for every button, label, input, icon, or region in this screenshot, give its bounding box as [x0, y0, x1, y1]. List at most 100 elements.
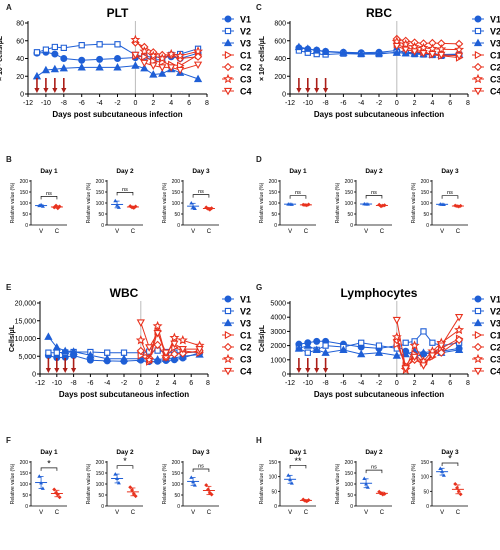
x-tick-label: 8: [466, 100, 470, 107]
y-tick-label: 0: [282, 92, 286, 99]
legend-item-V1: V1: [472, 15, 500, 25]
data-point: [189, 201, 194, 205]
data-point: [392, 42, 401, 51]
data-point: [306, 202, 311, 207]
group-V: [187, 475, 200, 487]
y-tick-label: 20: [16, 74, 24, 81]
y-tick-label: 100: [96, 201, 105, 207]
y-tick-label: 0: [101, 223, 104, 229]
data-point: [37, 474, 42, 478]
legend: V1 V2 V3 C1 C2 C3 C4: [222, 295, 252, 377]
group-C: [50, 203, 63, 211]
x-tick-label: C: [55, 510, 60, 516]
dotplot-H-day1: Day 1 0 50 100 150 V C Relative value (%) **: [259, 449, 316, 516]
y-tick-label: 50: [347, 212, 353, 218]
data-point: [410, 48, 419, 56]
dotplot-title: Day 2: [365, 449, 383, 456]
y-axis-title: Relative value (%): [162, 182, 168, 223]
data-point: [454, 52, 464, 61]
significance-bracket: *: [116, 456, 134, 469]
x-tick-label: -10: [41, 100, 51, 107]
y-tick-label: 0: [25, 504, 28, 510]
y-tick-label: 100: [20, 482, 29, 488]
dotplot-title: Day 3: [192, 168, 210, 175]
arrow-head: [62, 368, 68, 373]
y-tick-label: 0: [274, 223, 277, 229]
y-axis-title: Relative value (%): [411, 182, 417, 223]
data-point: [321, 47, 330, 55]
data-point: [358, 339, 365, 346]
data-point: [365, 202, 370, 206]
data-point: [357, 349, 366, 358]
data-point: [374, 48, 384, 57]
data-point: [286, 473, 291, 477]
x-tick-label: V: [364, 510, 368, 516]
y-tick-label: 150: [345, 190, 354, 196]
bracket-line: [365, 469, 383, 474]
data-point: [45, 349, 52, 356]
data-point: [304, 349, 311, 356]
y-tick-label: 3000: [270, 329, 286, 336]
significance-bracket: ns: [192, 464, 210, 472]
legend-marker: [223, 342, 233, 352]
legend-marker: [224, 27, 232, 35]
x-tick-label: V: [39, 229, 43, 235]
data-point: [321, 348, 330, 356]
dotplot-title: Day 3: [192, 449, 210, 456]
injection-arrow: [314, 78, 320, 93]
y-tick-label: 800: [274, 21, 286, 28]
x-tick-label: 6: [448, 380, 452, 387]
data-point: [114, 41, 121, 48]
significance-label: ns: [198, 189, 204, 195]
dotplot-title: Day 1: [289, 449, 307, 456]
data-point: [294, 42, 304, 51]
x-tick-label: V: [115, 229, 119, 235]
data-point: [113, 198, 118, 203]
legend-item-C1: C1: [472, 51, 500, 61]
y-tick-label: 0: [350, 504, 353, 510]
injection-arrow: [305, 358, 311, 373]
y-tick-label: 200: [96, 179, 105, 185]
data-point: [454, 44, 465, 54]
significance-label: *: [47, 458, 51, 468]
group-C: [299, 202, 312, 208]
legend-marker: [224, 50, 233, 60]
data-point: [113, 54, 121, 62]
data-point: [57, 204, 62, 209]
legend-label: C4: [240, 87, 252, 97]
data-point: [419, 362, 428, 370]
arrow-head: [71, 368, 77, 373]
y-tick-label: 50: [22, 212, 28, 218]
legend-label: V2: [490, 27, 500, 37]
x-tick-label: C: [380, 229, 385, 235]
x-tick-label: 2: [413, 380, 417, 387]
data-point: [382, 203, 387, 208]
data-point: [57, 495, 62, 500]
arrow-head: [45, 368, 51, 373]
data-point: [170, 340, 179, 349]
x-tick-label: V: [115, 510, 119, 516]
significance-bracket: ns: [192, 189, 210, 198]
y-tick-label: 150: [421, 190, 430, 196]
data-point: [133, 204, 138, 209]
x-tick-label: C: [131, 229, 136, 235]
data-point: [157, 53, 168, 63]
y-tick-label: 150: [269, 190, 278, 196]
dotplot-title: Day 2: [116, 449, 134, 456]
data-point: [428, 352, 437, 360]
y-tick-label: 50: [98, 493, 104, 499]
data-point: [96, 55, 104, 63]
panel-letter: F: [6, 436, 11, 445]
x-tick-label: 0: [139, 380, 143, 387]
x-tick-label: C: [207, 229, 212, 235]
x-tick-label: C: [207, 510, 212, 516]
data-point: [427, 43, 438, 53]
group-C: [202, 483, 215, 497]
x-tick-label: V: [288, 229, 292, 235]
x-tick-label: 8: [205, 100, 209, 107]
data-point: [365, 485, 370, 489]
dotplot-title: Day 3: [441, 168, 459, 175]
arrow-head: [305, 88, 311, 93]
group-V: [436, 202, 449, 207]
legend-item-V3: V3: [222, 319, 251, 329]
